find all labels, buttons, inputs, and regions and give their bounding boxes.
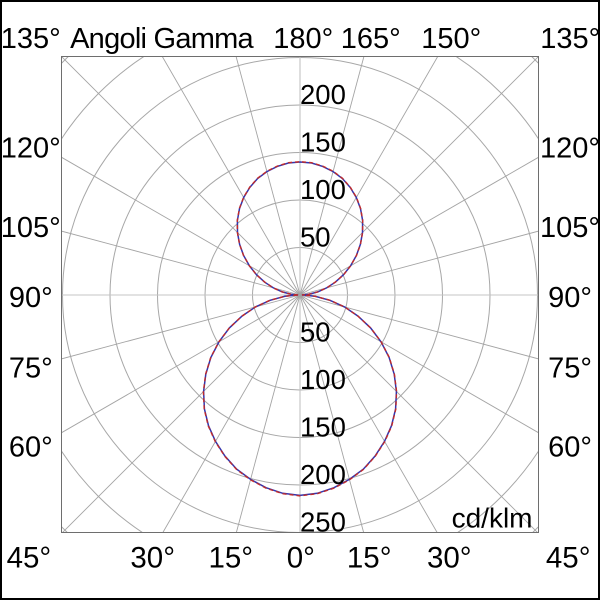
svg-text:150°: 150° xyxy=(421,23,481,55)
svg-text:105°: 105° xyxy=(1,212,61,244)
svg-text:200: 200 xyxy=(300,79,346,110)
svg-text:Angoli Gamma: Angoli Gamma xyxy=(70,23,254,55)
svg-text:135°: 135° xyxy=(540,23,600,55)
svg-text:60°: 60° xyxy=(548,431,592,463)
svg-text:100: 100 xyxy=(300,174,346,205)
svg-text:50: 50 xyxy=(300,317,331,348)
svg-text:60°: 60° xyxy=(9,431,53,463)
svg-text:200: 200 xyxy=(300,459,346,490)
svg-text:180°: 180° xyxy=(273,23,333,55)
svg-text:165°: 165° xyxy=(341,23,401,55)
svg-text:50: 50 xyxy=(300,222,331,253)
svg-text:135°: 135° xyxy=(1,23,61,55)
svg-text:30°: 30° xyxy=(427,541,472,574)
svg-text:15°: 15° xyxy=(347,541,392,574)
svg-text:90°: 90° xyxy=(548,282,592,314)
svg-text:100: 100 xyxy=(300,364,346,395)
svg-text:45°: 45° xyxy=(7,541,52,574)
svg-text:15°: 15° xyxy=(208,541,253,574)
svg-text:90°: 90° xyxy=(9,282,53,314)
svg-text:30°: 30° xyxy=(130,541,175,574)
svg-text:120°: 120° xyxy=(540,133,600,165)
svg-text:150: 150 xyxy=(300,412,346,443)
svg-text:250: 250 xyxy=(300,507,346,538)
svg-text:75°: 75° xyxy=(9,353,53,385)
svg-text:75°: 75° xyxy=(548,353,592,385)
svg-text:0°: 0° xyxy=(287,541,315,574)
svg-text:150: 150 xyxy=(300,127,346,158)
svg-text:cd/klm: cd/klm xyxy=(452,503,533,534)
svg-text:105°: 105° xyxy=(540,212,600,244)
svg-text:120°: 120° xyxy=(1,133,61,165)
svg-text:45°: 45° xyxy=(546,541,591,574)
